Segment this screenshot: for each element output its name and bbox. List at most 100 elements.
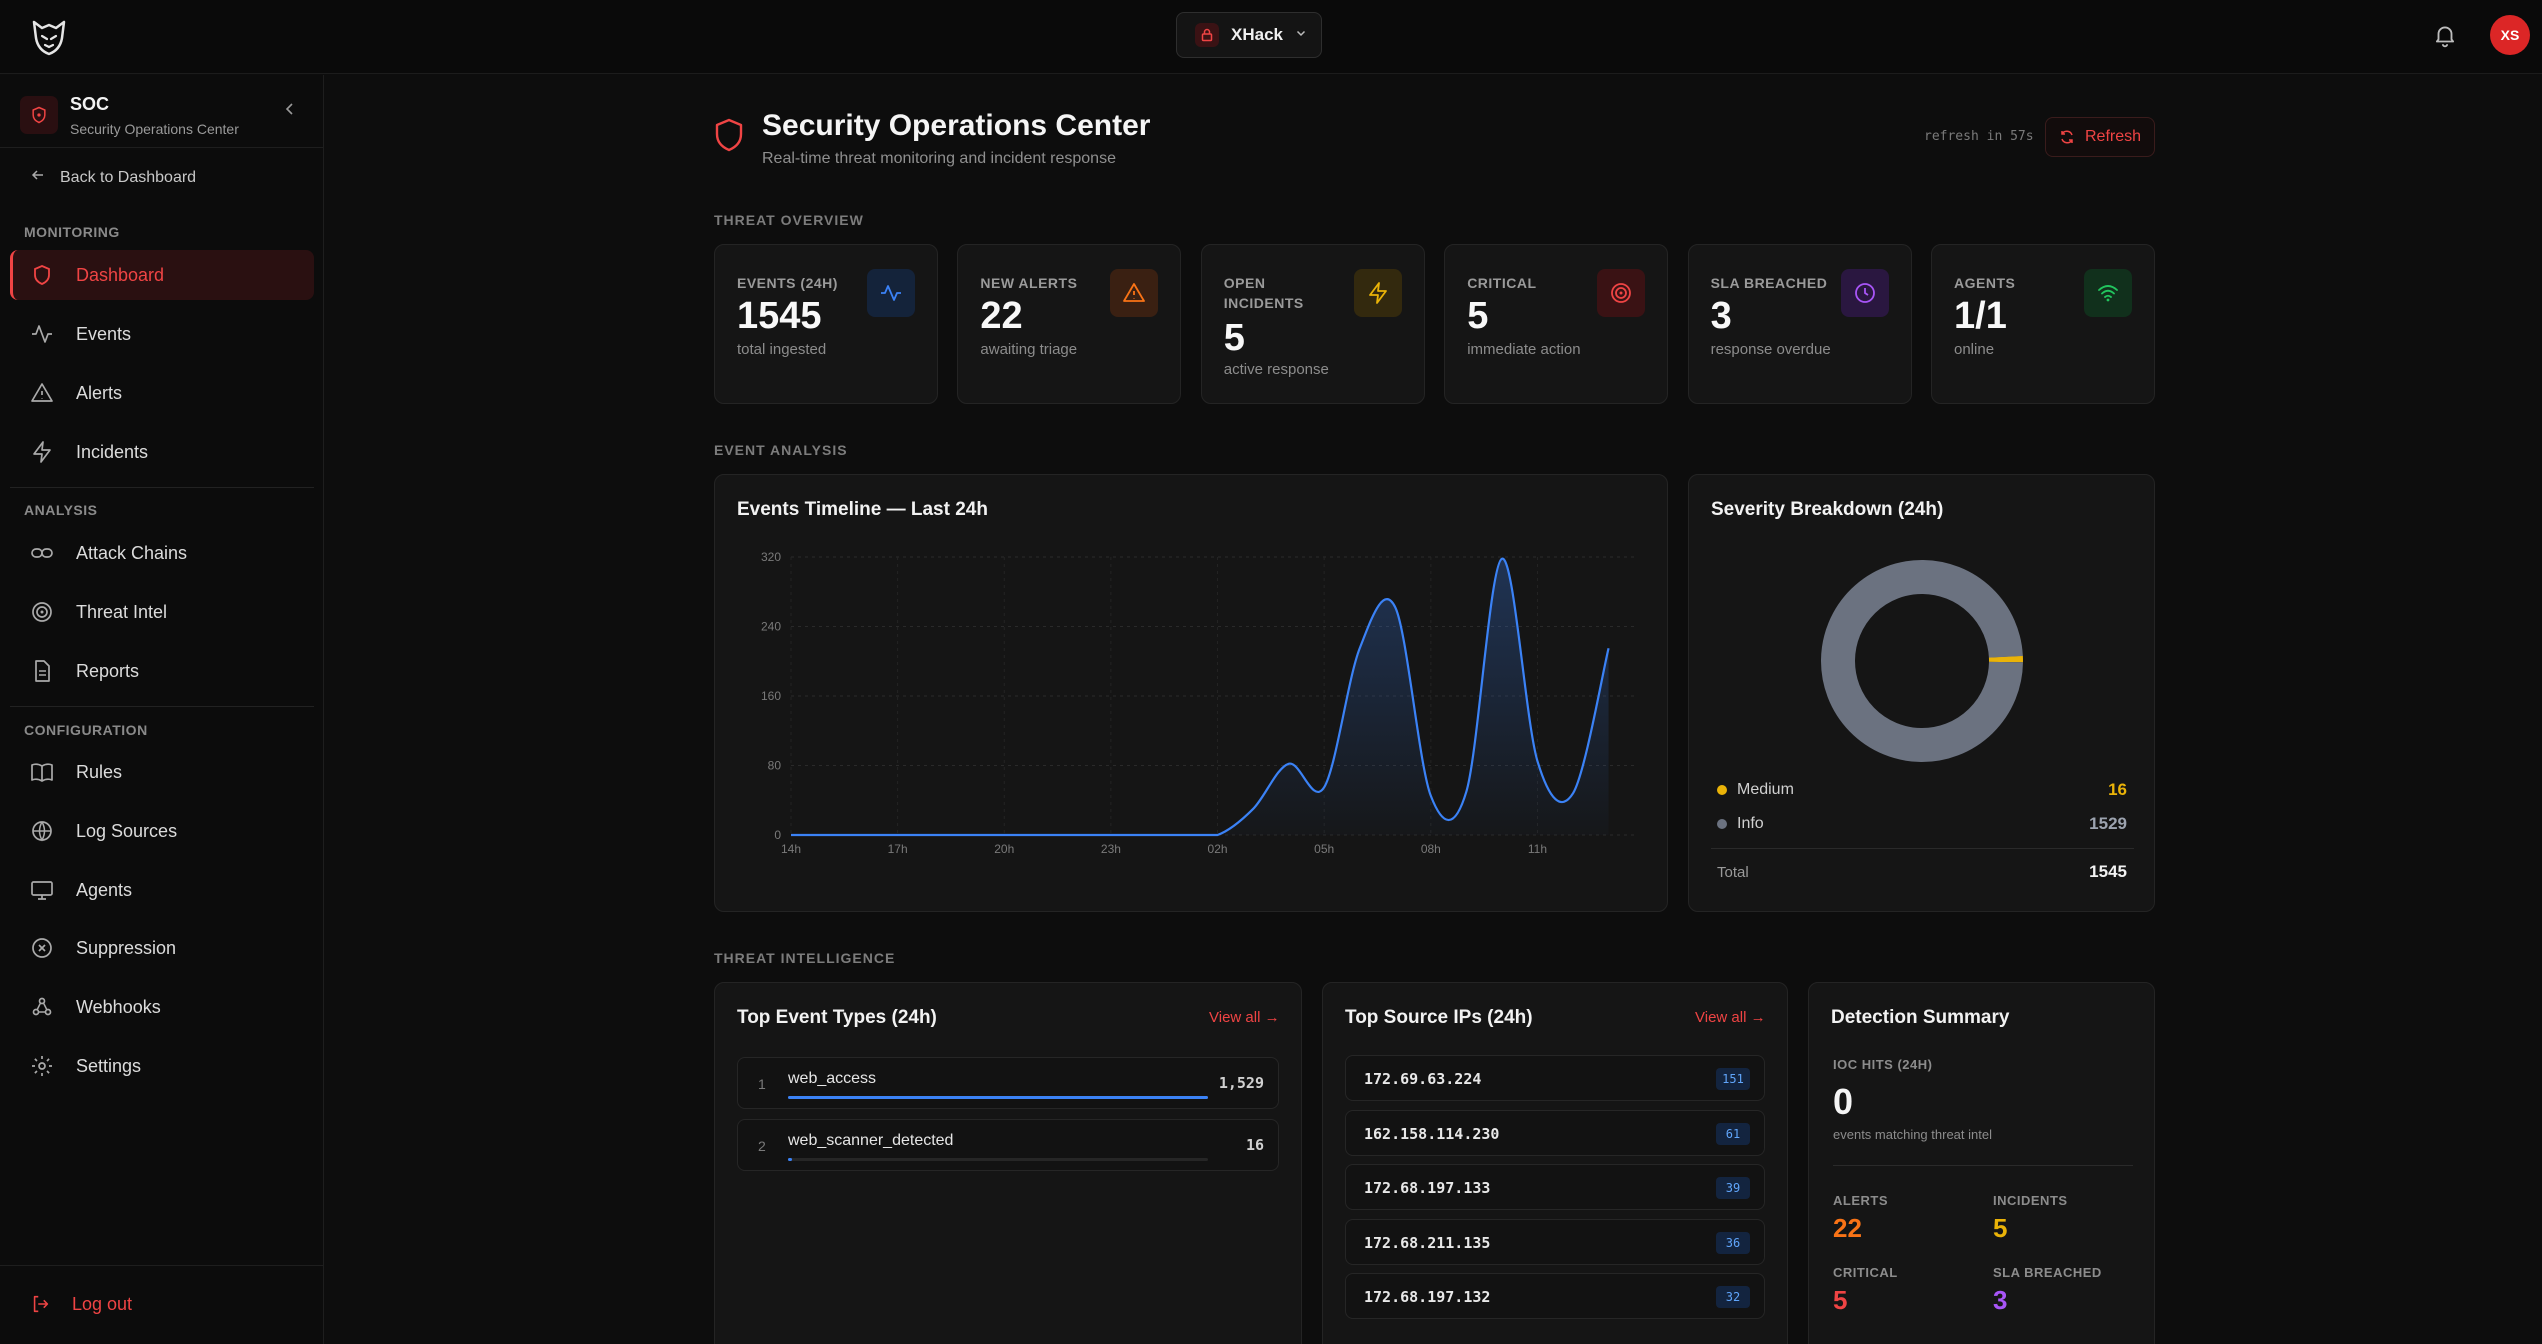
sidebar-item-threat-intel[interactable]: Threat Intel [10,587,314,637]
refresh-button[interactable]: Refresh [2045,117,2155,157]
source-ip-count: 151 [1716,1068,1750,1090]
sidebar-item-suppression[interactable]: Suppression [10,923,314,973]
stat-card-critical[interactable]: CRITICAL 5 immediate action [1444,244,1669,404]
back-to-dashboard-link[interactable]: Back to Dashboard [30,167,196,188]
events-timeline-panel: Events Timeline — Last 24h 0 80 160 240 320 1… [714,474,1668,912]
critical-label: CRITICAL [1833,1265,1898,1280]
y-tick-label: 160 [761,689,781,703]
stat-card-open-incidents[interactable]: OPEN INCIDENTS 5 active response [1200,244,1425,404]
severity-donut-chart [1821,560,2023,762]
stat-card-agents[interactable]: AGENTS 1/1 online [1931,244,2155,404]
refresh-countdown: refresh in 57s [1924,129,2034,144]
event-count: 1,529 [1218,1074,1264,1092]
severity-value: 1529 [2089,814,2127,833]
refresh-icon [2061,130,2073,144]
sidebar-item-agents[interactable]: Agents [10,865,314,915]
incidents-label: INCIDENTS [1993,1193,2068,1208]
sidebar-item-rules[interactable]: Rules [10,747,314,797]
source-ip-row[interactable]: 172.68.197.132 32 [1345,1273,1765,1319]
stat-label: CRITICAL [1467,275,1537,291]
top-ips-title: Top Source IPs (24h) [1345,1007,1533,1028]
severity-value: 16 [2108,780,2127,799]
severity-row-medium: Medium 16 [1717,775,2127,805]
stat-label: NEW ALERTS [980,275,1078,291]
sidebar-item-log-sources[interactable]: Log Sources [10,806,314,856]
stat-sub: awaiting triage [980,341,1078,358]
event-bar-fill [788,1158,793,1161]
lock-icon [1195,23,1219,47]
y-tick-label: 0 [774,828,781,842]
source-ip: 172.68.197.133 [1364,1179,1491,1197]
sidebar-item-incidents[interactable]: Incidents [10,427,314,477]
source-ip: 162.158.114.230 [1364,1124,1500,1143]
source-ip-row[interactable]: 172.68.211.135 36 [1345,1218,1765,1265]
sidebar-item-label: Events [76,323,132,344]
document-icon [35,660,50,682]
stat-card-sla-breached[interactable]: SLA BREACHED 3 response overdue [1687,244,1912,404]
stat-value: 22 [980,295,1023,337]
user-avatar[interactable]: XS [2490,15,2530,55]
source-ip-row[interactable]: 172.69.63.224 151 [1345,1055,1765,1101]
sla-breached-label: SLA BREACHED [1993,1265,2102,1280]
sidebar-item-events[interactable]: Events [10,309,314,359]
sidebar-item-dashboard[interactable]: Dashboard [10,250,314,300]
donut-slice-info[interactable] [1821,560,2023,762]
view-all-events-link[interactable]: View all → [1209,1009,1280,1026]
severity-label: Info [1737,815,1764,832]
book-icon [31,763,53,782]
page-title: Security Operations Center [762,109,1151,142]
source-ip: 172.68.197.132 [1364,1288,1491,1306]
sidebar-item-webhooks[interactable]: Webhooks [10,982,314,1032]
app-logo-icon[interactable] [28,16,70,58]
stat-sub: immediate action [1467,341,1581,358]
shield-icon [34,265,50,285]
event-name: web_scanner_detected [788,1132,954,1149]
sidebar-divider [0,147,324,148]
incidents-value: 5 [1993,1213,2008,1243]
alerts-label: ALERTS [1833,1193,1888,1208]
top-events-title: Top Event Types (24h) [737,1007,937,1028]
source-ip-row[interactable]: 172.68.197.133 39 [1345,1164,1765,1210]
warning-icon [1110,269,1159,317]
monitor-icon [31,881,53,900]
event-type-row[interactable]: 2 web_scanner_detected 16 [737,1119,1279,1171]
critical-value: 5 [1833,1285,1848,1315]
collapse-sidebar-icon[interactable] [282,101,298,117]
stat-card-new-alerts[interactable]: NEW ALERTS 22 awaiting triage [957,244,1182,404]
section-threat-intelligence: THREAT INTELLIGENCE [714,950,896,966]
sla-breached-value: 3 [1993,1285,2008,1315]
section-configuration: CONFIGURATION [24,722,148,738]
section-threat-overview: THREAT OVERVIEW [714,212,864,228]
stat-value: 5 [1223,317,1245,359]
ioc-hits-value: 0 [1833,1081,1854,1122]
sidebar-item-attack-chains[interactable]: Attack Chains [10,528,314,578]
logout-button[interactable]: Log out [30,1293,132,1315]
warning-icon [31,383,53,402]
sidebar-divider [0,1265,324,1266]
timeline-area [791,558,1609,835]
total-label: Total [1717,863,1749,881]
sidebar-item-reports[interactable]: Reports [10,646,314,696]
sidebar-item-alerts[interactable]: Alerts [10,368,314,418]
x-tick-label: 11h [1528,842,1547,856]
sidebar-item-settings[interactable]: Settings [10,1041,314,1091]
ioc-hits-sub: events matching threat intel [1833,1127,1992,1142]
source-ip-row[interactable]: 162.158.114.230 61 [1345,1109,1765,1156]
sidebar-header: SOC Security Operations Center [20,85,310,145]
timeline-line [791,557,1610,837]
workspace-switcher[interactable]: XHack [1176,12,1322,58]
bell-icon[interactable] [2432,22,2460,50]
alerts-value: 22 [1833,1213,1862,1243]
view-all-ips-link[interactable]: View all → [1695,1009,1766,1026]
event-type-row[interactable]: 1 web_access 1,529 [737,1057,1279,1109]
lightning-icon [1353,269,1402,317]
webhook-icon [32,997,52,1016]
refresh-label: Refresh [2084,128,2142,145]
stat-value: 5 [1467,295,1489,337]
gear-icon [32,1056,52,1076]
event-bar-fill [788,1096,1208,1099]
shield-icon [20,96,58,134]
events-timeline-chart: 0 80 160 240 320 14h 17h 20h 23h 02h 05h 08h 11h [761,550,1637,856]
stat-card-events-24h[interactable]: EVENTS (24H) 1545 total ingested [714,244,938,404]
source-ip: 172.69.63.224 [1364,1070,1482,1088]
